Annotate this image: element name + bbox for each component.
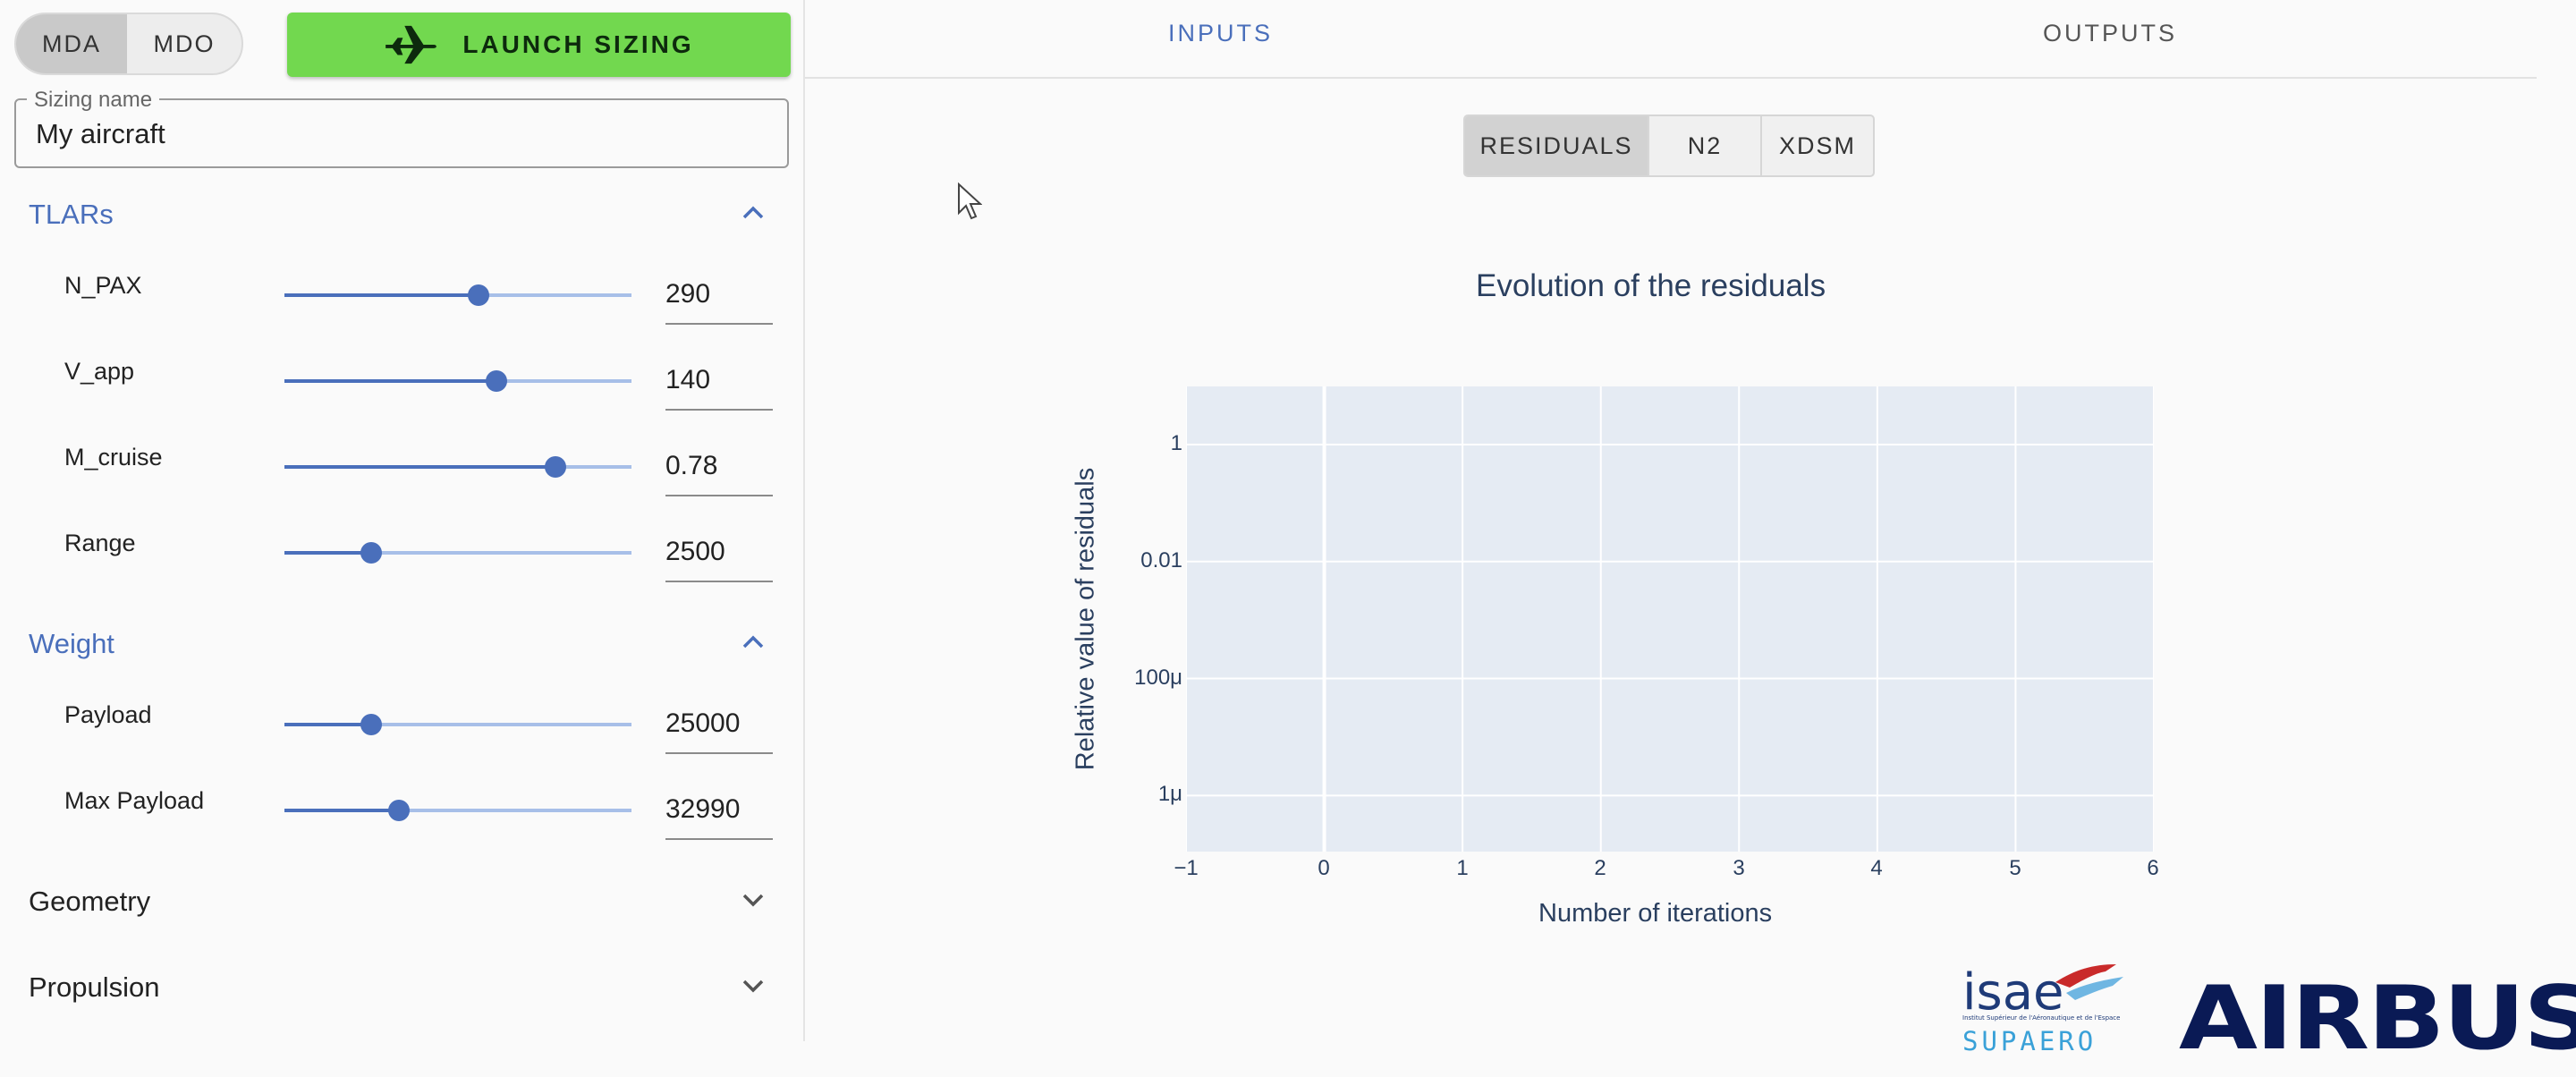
payload-slider[interactable] — [284, 714, 631, 735]
launch-sizing-button[interactable]: LAUNCH SIZING — [287, 13, 791, 77]
isae-logo-text: isae — [1962, 963, 2064, 1022]
divider — [1760, 116, 1762, 175]
n2-button[interactable]: N2 — [1687, 132, 1723, 159]
slider-fill — [284, 551, 371, 555]
input-underline — [665, 495, 773, 496]
y-tick-label: 1 — [1170, 431, 1182, 455]
y-axis-label: Relative value of residuals — [1071, 467, 1100, 771]
input-underline — [665, 838, 773, 840]
view-toggle: RESIDUALS N2 XDSM — [1463, 114, 1875, 177]
weight-section-title[interactable]: Weight — [29, 628, 114, 659]
range-slider[interactable] — [284, 542, 631, 564]
xdsm-button[interactable]: XDSM — [1778, 132, 1856, 159]
m-cruise-value[interactable]: 0.78 — [665, 451, 718, 480]
param-label-max-payload: Max Payload — [64, 787, 205, 814]
mdo-button[interactable]: MDO — [153, 30, 216, 57]
airbus-logo: AIRBUS — [2179, 968, 2576, 1070]
mouse-cursor-icon — [958, 182, 982, 220]
param-label-v-app: V_app — [64, 358, 135, 385]
y-tick-label: 0.01 — [1140, 548, 1182, 572]
divider — [1648, 116, 1649, 175]
slider-fill — [284, 465, 555, 469]
input-underline — [665, 323, 773, 325]
slider-fill — [284, 809, 400, 812]
sizing-name-field[interactable] — [14, 98, 789, 168]
tab-outputs[interactable]: OUTPUTS — [2043, 20, 2178, 47]
tab-inputs[interactable]: INPUTS — [1168, 20, 1274, 47]
x-tick-label: 4 — [1870, 856, 1883, 880]
input-underline — [665, 752, 773, 754]
y-tick-label: 100μ — [1134, 666, 1182, 690]
slider-fill — [284, 723, 371, 726]
chevron-up-icon[interactable] — [741, 630, 766, 655]
slider-fill — [284, 293, 479, 297]
launch-sizing-label: LAUNCH SIZING — [462, 30, 694, 58]
y-tick-label: 1μ — [1157, 782, 1182, 806]
tlars-section-title[interactable]: TLARs — [29, 199, 114, 230]
slider-thumb[interactable] — [544, 456, 566, 478]
slider-thumb[interactable] — [485, 370, 507, 392]
x-tick-label: 3 — [1733, 856, 1745, 880]
isae-supaero-logo: isae Institut Supérieur de l'Aéronautiqu… — [1959, 957, 2129, 1064]
max-payload-slider[interactable] — [284, 800, 631, 821]
x-tick-label: 2 — [1594, 856, 1606, 880]
sizing-name-label: Sizing name — [27, 88, 160, 113]
mode-toggle: MDA MDO — [14, 13, 243, 75]
param-label-range: Range — [64, 530, 136, 556]
chart-title: Evolution of the residuals — [1476, 268, 1826, 303]
slider-fill — [284, 379, 496, 383]
n-pax-value[interactable]: 290 — [665, 279, 711, 309]
sizing-panel: MDA MDO LAUNCH SIZING Sizing name My air… — [0, 0, 805, 1041]
chevron-up-icon[interactable] — [741, 200, 766, 225]
chevron-down-icon[interactable] — [741, 973, 766, 998]
slider-thumb[interactable] — [388, 800, 411, 821]
chevron-down-icon[interactable] — [741, 887, 766, 912]
airplane-icon — [386, 25, 437, 64]
v-app-slider[interactable] — [284, 370, 631, 392]
x-tick-label: 1 — [1456, 856, 1469, 880]
x-tick-label: 6 — [2147, 856, 2159, 880]
payload-value[interactable]: 25000 — [665, 708, 741, 738]
sizing-name-value[interactable]: My aircraft — [36, 118, 165, 149]
slider-thumb[interactable] — [360, 714, 382, 735]
param-label-n-pax: N_PAX — [64, 272, 142, 299]
max-payload-value[interactable]: 32990 — [665, 794, 741, 824]
x-axis-label: Number of iterations — [1538, 899, 1773, 928]
slider-thumb[interactable] — [468, 284, 490, 306]
n-pax-slider[interactable] — [284, 284, 631, 306]
tab-divider — [805, 77, 2537, 79]
geometry-section-title[interactable]: Geometry — [29, 886, 151, 917]
mda-button[interactable]: MDA — [16, 14, 127, 73]
propulsion-section-title[interactable]: Propulsion — [29, 971, 160, 1003]
v-app-value[interactable]: 140 — [665, 365, 711, 394]
param-label-m-cruise: M_cruise — [64, 444, 163, 471]
input-underline — [665, 409, 773, 411]
range-value[interactable]: 2500 — [665, 537, 725, 566]
slider-thumb[interactable] — [360, 542, 382, 564]
residuals-plot-area — [1185, 386, 2155, 852]
m-cruise-slider[interactable] — [284, 456, 631, 478]
x-tick-label: −1 — [1174, 856, 1199, 880]
isae-logo-fine-print: Institut Supérieur de l'Aéronautique et … — [1962, 1014, 2120, 1022]
param-label-payload: Payload — [64, 701, 152, 728]
input-underline — [665, 581, 773, 582]
residuals-button[interactable]: RESIDUALS — [1465, 116, 1648, 175]
x-tick-label: 5 — [2009, 856, 2021, 880]
x-tick-label: 0 — [1318, 856, 1330, 880]
supaero-logo-text: SUPAERO — [1962, 1026, 2097, 1056]
plot-grid — [1185, 386, 2155, 852]
